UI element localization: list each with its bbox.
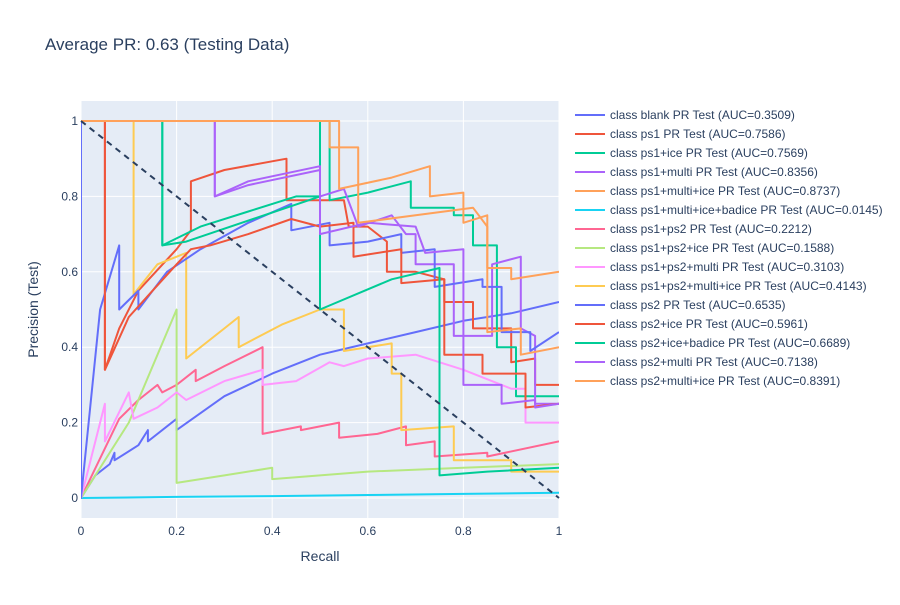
legend-label: class ps2+ice+badice PR Test (AUC=0.6689…: [610, 336, 850, 350]
x-tick-label: 0.4: [264, 524, 281, 538]
legend-item[interactable]: class ps1+ps2+multi PR Test (AUC=0.3103): [575, 260, 844, 274]
x-tick-label: 0.6: [359, 524, 376, 538]
legend-label: class ps1 PR Test (AUC=0.7586): [610, 127, 786, 141]
legend[interactable]: class blank PR Test (AUC=0.3509) class ps…: [575, 108, 883, 388]
legend-item[interactable]: class ps2 PR Test (AUC=0.6535): [575, 298, 786, 312]
legend-item[interactable]: class ps1+multi+ice+badice PR Test (AUC=…: [575, 203, 883, 217]
legend-label: class ps1+ps2+multi PR Test (AUC=0.3103): [610, 260, 844, 274]
legend-label: class blank PR Test (AUC=0.3509): [610, 108, 795, 122]
series-layer: [81, 120, 559, 499]
series-line-14: [81, 120, 559, 356]
y-tick-label: 0.8: [61, 189, 78, 203]
legend-item[interactable]: class ps2+ice PR Test (AUC=0.5961): [575, 317, 808, 331]
legend-item[interactable]: class ps1+ps2 PR Test (AUC=0.2212): [575, 222, 812, 236]
legend-item[interactable]: class ps1 PR Test (AUC=0.7586): [575, 127, 786, 141]
y-tick-label: 1: [71, 114, 78, 128]
series-line-10: [81, 121, 559, 499]
reference-diagonal-line: [80, 120, 560, 499]
series-line-11: [81, 120, 559, 409]
series-line-13: [81, 120, 559, 409]
legend-item[interactable]: class blank PR Test (AUC=0.3509): [575, 108, 795, 122]
legend-item[interactable]: class ps1+ps2+ice PR Test (AUC=0.1588): [575, 241, 834, 255]
legend-label: class ps1+multi+ice+badice PR Test (AUC=…: [610, 203, 883, 217]
legend-label: class ps2+multi+ice PR Test (AUC=0.8391): [610, 374, 840, 388]
x-tick-label: 0.8: [455, 524, 472, 538]
x-tick-label: 0.2: [168, 524, 185, 538]
y-axis-title: Precision (Test): [25, 261, 41, 357]
y-tick-labels: 0 0.2 0.4 0.6 0.8 1: [61, 114, 78, 505]
x-tick-label: 1: [556, 524, 563, 538]
legend-item[interactable]: class ps1+ps2+multi+ice PR Test (AUC=0.4…: [575, 279, 867, 293]
series-line-12: [81, 120, 559, 477]
y-tick-label: 0: [71, 491, 78, 505]
legend-label: class ps2+multi PR Test (AUC=0.7138): [610, 355, 818, 369]
y-tick-label: 0.2: [61, 416, 78, 430]
legend-label: class ps1+ps2+ice PR Test (AUC=0.1588): [610, 241, 834, 255]
legend-item[interactable]: class ps2+multi+ice PR Test (AUC=0.8391): [575, 374, 840, 388]
legend-label: class ps1+multi+ice PR Test (AUC=0.8737): [610, 184, 840, 198]
y-tick-label: 0.4: [61, 340, 78, 354]
legend-item[interactable]: class ps1+multi PR Test (AUC=0.8356): [575, 165, 818, 179]
legend-item[interactable]: class ps1+ice PR Test (AUC=0.7569): [575, 146, 808, 160]
series-line-2: [81, 120, 559, 398]
series-line-8: [81, 353, 559, 499]
series-line-3: [81, 120, 559, 405]
series-line-5: [81, 491, 559, 499]
legend-label: class ps1+ps2+multi+ice PR Test (AUC=0.4…: [610, 279, 867, 293]
x-tick-labels: 0 0.2 0.4 0.6 0.8 1: [78, 524, 563, 538]
x-axis-title: Recall: [301, 548, 340, 564]
series-line-6: [81, 346, 559, 499]
series-line-7: [81, 308, 559, 499]
legend-label: class ps1+ice PR Test (AUC=0.7569): [610, 146, 808, 160]
legend-label: class ps2 PR Test (AUC=0.6535): [610, 298, 786, 312]
reference-line-layer: [80, 120, 560, 499]
x-tick-label: 0: [78, 524, 85, 538]
legend-label: class ps1+ps2 PR Test (AUC=0.2212): [610, 222, 812, 236]
legend-item[interactable]: class ps1+multi+ice PR Test (AUC=0.8737): [575, 184, 840, 198]
legend-label: class ps1+multi PR Test (AUC=0.8356): [610, 165, 818, 179]
series-line-9: [81, 120, 559, 473]
legend-item[interactable]: class ps2+multi PR Test (AUC=0.7138): [575, 355, 818, 369]
chart-title: Average PR: 0.63 (Testing Data): [45, 35, 289, 54]
legend-item[interactable]: class ps2+ice+badice PR Test (AUC=0.6689…: [575, 336, 850, 350]
series-line-4: [81, 120, 559, 281]
legend-label: class ps2+ice PR Test (AUC=0.5961): [610, 317, 808, 331]
y-tick-label: 0.6: [61, 265, 78, 279]
